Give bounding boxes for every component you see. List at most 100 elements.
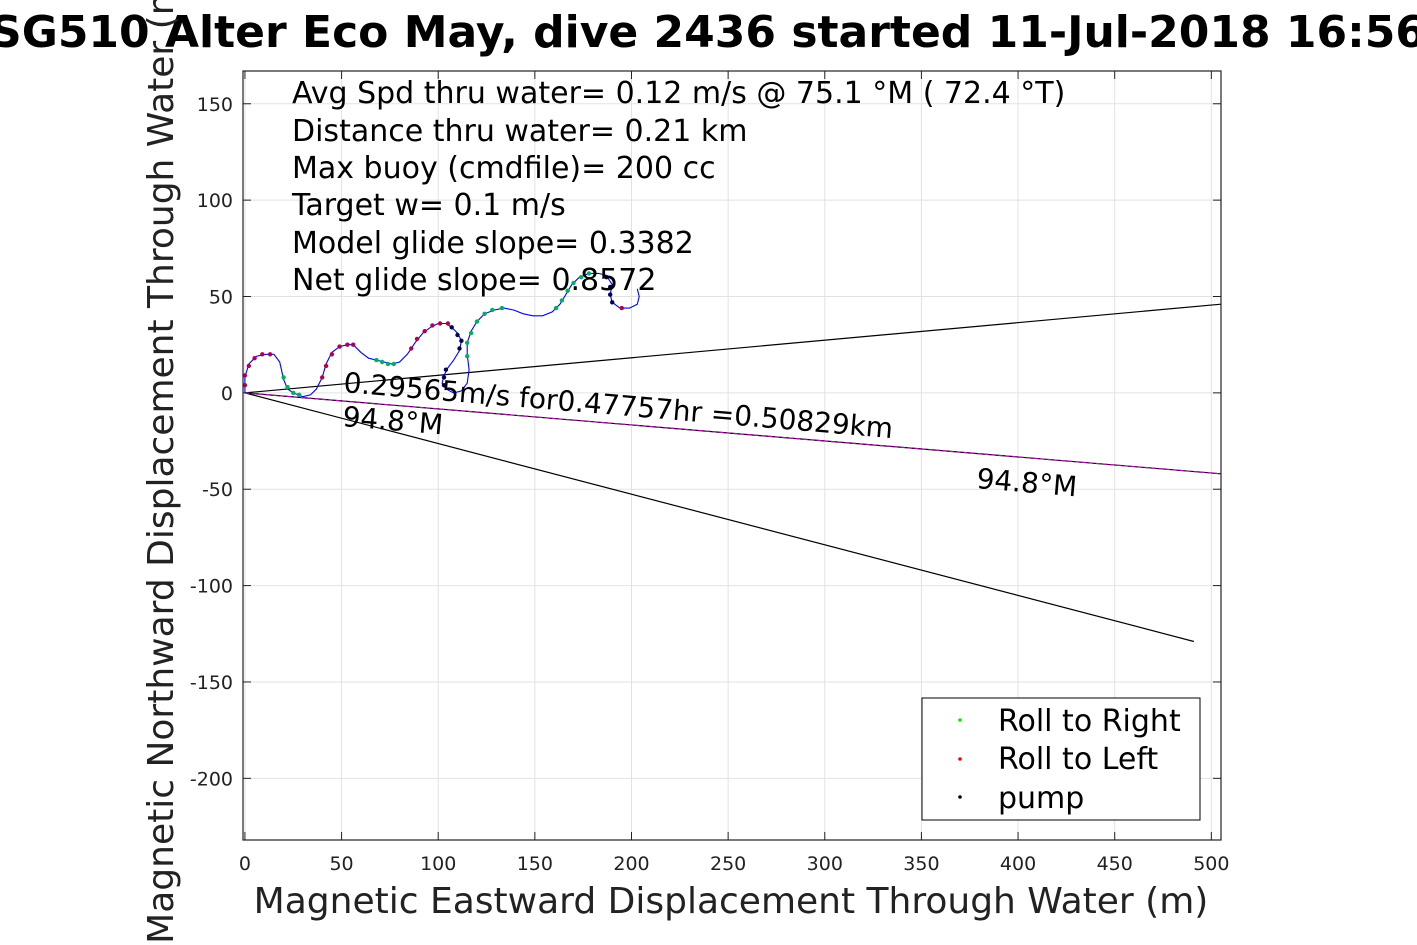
x-tick-label: 100 (420, 853, 456, 875)
roll-right-marker (465, 354, 470, 359)
roll-right-marker (391, 361, 396, 367)
y-tick-label: 50 (209, 286, 233, 308)
upper-bound-line (244, 303, 1222, 394)
roll-right-marker (296, 392, 302, 397)
legend-marker-roll-left (958, 757, 962, 761)
roll-right-marker (474, 319, 480, 324)
x-tick-label: 0 (239, 853, 251, 875)
legend-label-roll-right: Roll to Right (998, 704, 1181, 739)
roll-left-marker (437, 321, 443, 326)
x-tick-label: 250 (710, 853, 746, 875)
roll-right-marker (465, 340, 470, 345)
y-tick-labels: 150 100 50 0 -50 -100 -150 -200 (190, 94, 233, 791)
info-max-buoy: Max buoy (cmdfile)= 200 cc (292, 151, 716, 186)
roll-right-marker (291, 390, 296, 396)
pump-marker (604, 275, 609, 280)
pump-marker (608, 292, 613, 297)
grid-layer (243, 71, 1221, 840)
info-avg-speed: Avg Spd thru water= 0.12 m/s @ 75.1 °M (… (292, 76, 1065, 111)
roll-right-marker (380, 359, 385, 365)
y-tick-label: 100 (197, 190, 233, 212)
roll-right-marker (285, 384, 290, 390)
bound-lines (244, 303, 1222, 643)
roll-left-marker (246, 363, 251, 369)
x-tick-labels: 0 50 100 150 200 250 300 350 400 450 500 (239, 853, 1230, 875)
roll-right-marker (482, 311, 487, 316)
marker-layer (242, 271, 624, 397)
y-tick-label: -200 (190, 768, 233, 790)
roll-left-marker (242, 383, 248, 388)
roll-right-marker (559, 298, 565, 303)
info-target-w: Target w= 0.1 m/s (291, 188, 566, 223)
roll-right-marker (579, 275, 584, 280)
pump-marker (441, 383, 447, 388)
roll-left-marker (345, 342, 350, 347)
x-tick-label: 150 (517, 853, 553, 875)
roll-left-marker (351, 342, 356, 347)
y-tick-label: -150 (190, 672, 233, 694)
pump-marker (459, 338, 464, 343)
roll-right-marker (385, 361, 391, 367)
x-tick-label: 400 (1000, 853, 1036, 875)
roll-right-marker (468, 330, 474, 336)
legend-label-pump: pump (998, 781, 1084, 816)
pump-marker (608, 284, 613, 290)
roll-right-marker (374, 357, 379, 363)
y-tick-label: -100 (190, 576, 233, 598)
info-model-glide-slope: Model glide slope= 0.3382 (292, 226, 694, 261)
roll-left-marker (323, 363, 329, 369)
roll-left-marker (422, 329, 427, 334)
roll-left-marker (252, 356, 257, 361)
current-line-layer (244, 392, 1222, 475)
legend-marker-roll-right (958, 718, 962, 722)
plot-frame (242, 70, 1222, 841)
roll-left-marker (409, 346, 414, 351)
legend: Roll to Right Roll to Left pump (921, 697, 1201, 821)
info-net-glide-slope: Net glide slope= 0.8572 (292, 263, 656, 298)
x-tick-label: 350 (903, 853, 939, 875)
roll-left-marker (329, 352, 335, 357)
roll-left-marker (445, 321, 451, 326)
pump-marker (610, 300, 615, 305)
info-box: Avg Spd thru water= 0.12 m/s @ 75.1 °M (… (291, 76, 1065, 298)
y-tick-label: 0 (221, 383, 233, 405)
roll-left-marker (337, 344, 342, 349)
roll-right-marker (499, 305, 505, 311)
pump-marker (457, 346, 462, 351)
pump-marker (441, 375, 447, 380)
legend-marker-pump (958, 795, 962, 799)
y-axis-label: Magnetic Northward Displacement Through … (141, 0, 182, 944)
x-axis-label: Magnetic Eastward Displacement Through W… (254, 881, 1209, 922)
roll-right-marker (571, 280, 576, 286)
pump-marker (443, 367, 449, 372)
x-tick-label: 200 (613, 853, 649, 875)
roll-left-marker (242, 373, 248, 378)
roll-left-marker (414, 336, 420, 342)
chart-title: SG510 Alter Eco May, dive 2436 started 1… (0, 7, 1417, 58)
pump-marker (449, 325, 454, 330)
lower-bound-line (244, 392, 1195, 643)
roll-left-marker (430, 323, 435, 328)
x-tick-label: 450 (1097, 853, 1133, 875)
roll-left-marker (619, 305, 624, 311)
pump-marker (455, 332, 460, 338)
y-tick-label: 150 (197, 94, 233, 116)
x-tick-label: 300 (807, 853, 843, 875)
roll-left-marker (320, 375, 325, 380)
current-heading-far: 94.8°M (975, 462, 1078, 503)
roll-right-marker (281, 375, 286, 380)
roll-left-marker (267, 352, 273, 357)
roll-left-marker (260, 352, 265, 357)
current-heading-near: 94.8°M (341, 400, 444, 441)
roll-right-marker (586, 271, 592, 276)
legend-box (921, 697, 1201, 821)
x-tick-label: 500 (1193, 853, 1229, 875)
x-tick-label: 50 (329, 853, 353, 875)
info-distance: Distance thru water= 0.21 km (292, 114, 747, 149)
current-line (244, 392, 1222, 475)
roll-right-marker (565, 288, 570, 293)
roll-right-marker (553, 305, 559, 311)
y-tick-label: -50 (202, 479, 233, 501)
legend-label-roll-left: Roll to Left (998, 742, 1158, 777)
